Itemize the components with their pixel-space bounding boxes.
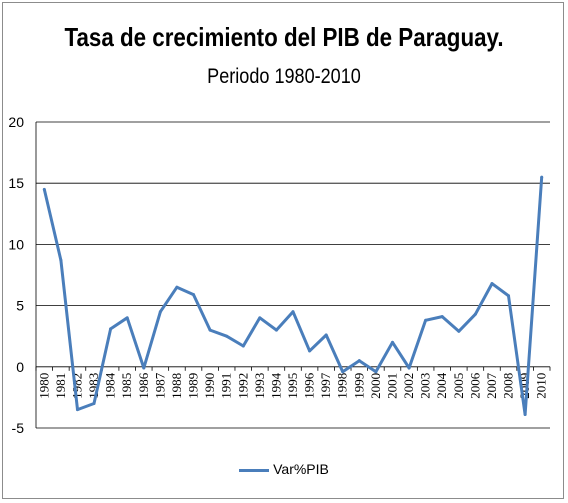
chart-subtitle: Periodo 1980-2010 xyxy=(207,65,361,88)
x-tick-label: 2003 xyxy=(418,373,433,399)
data-point xyxy=(109,327,113,331)
x-tick-label: 1988 xyxy=(169,373,184,399)
x-tick-label: 1986 xyxy=(136,372,151,399)
data-point xyxy=(42,187,46,191)
data-point xyxy=(407,366,411,370)
x-tick-label: 1984 xyxy=(103,372,118,399)
x-tick-label: 1998 xyxy=(335,373,350,399)
data-point xyxy=(440,315,444,319)
x-tick-label: 2000 xyxy=(368,373,383,399)
x-tick-label: 2006 xyxy=(467,372,482,399)
x-tick-label: 2010 xyxy=(534,373,549,399)
data-point xyxy=(507,294,511,298)
data-point xyxy=(357,359,361,363)
y-tick-label: 10 xyxy=(8,236,24,252)
x-tick-label: 2008 xyxy=(501,373,516,399)
x-tick-label: 2007 xyxy=(484,372,499,399)
chart-title: Tasa de crecimiento del PIB de Paraguay. xyxy=(64,22,504,52)
legend-swatch xyxy=(239,468,270,472)
data-point xyxy=(424,318,428,322)
data-point xyxy=(274,328,278,332)
data-point xyxy=(291,310,295,314)
data-point xyxy=(175,285,179,289)
x-tick-label: 2001 xyxy=(384,373,399,399)
data-point xyxy=(390,340,394,344)
data-point xyxy=(241,344,245,348)
data-point xyxy=(490,282,494,286)
data-point xyxy=(92,402,96,406)
data-point xyxy=(258,316,262,320)
data-point xyxy=(341,370,345,374)
x-tick-label: 1993 xyxy=(252,373,267,399)
chart-frame xyxy=(2,2,564,499)
legend: Var%PIB xyxy=(0,461,568,477)
data-point xyxy=(473,312,477,316)
data-point xyxy=(225,334,229,338)
y-tick-label: 0 xyxy=(16,359,24,375)
data-point xyxy=(75,408,79,412)
x-tick-label: 1994 xyxy=(268,372,283,399)
x-tick-label: 2004 xyxy=(434,372,449,399)
axes xyxy=(35,122,551,428)
x-axis-ticks: 1980 1981 1982 1983 1984 1985 1986 1987 1988 1989… xyxy=(36,372,548,399)
y-tick-label: 5 xyxy=(16,298,24,314)
x-tick-label: 1997 xyxy=(318,372,333,399)
y-axis-ticks: -5 0 5 10 15 20 xyxy=(8,114,24,436)
y-tick-label: 20 xyxy=(8,114,24,130)
x-tick-label: 2002 xyxy=(401,373,416,399)
x-tick-label: 1996 xyxy=(302,372,317,399)
data-point xyxy=(142,366,146,370)
data-point xyxy=(125,316,129,320)
x-tick-label: 1987 xyxy=(152,372,167,399)
x-tick-label: 1990 xyxy=(202,373,217,399)
series-lines xyxy=(42,175,544,417)
x-tick-label: 1989 xyxy=(186,373,201,399)
x-tick-label: 1981 xyxy=(53,373,68,399)
x-tick-label: 1995 xyxy=(285,373,300,399)
data-point xyxy=(308,349,312,353)
x-tick-label: 2005 xyxy=(451,373,466,399)
data-point xyxy=(324,333,328,337)
data-point xyxy=(457,329,461,333)
data-point xyxy=(374,370,378,374)
data-point xyxy=(158,310,162,314)
data-point xyxy=(523,413,527,417)
legend-label: Var%PIB xyxy=(273,461,329,477)
x-tick-label: 1992 xyxy=(235,373,250,399)
x-tick-label: 1999 xyxy=(351,373,366,399)
y-tick-label: -5 xyxy=(12,420,25,436)
x-tick-label: 1980 xyxy=(36,373,51,399)
data-point xyxy=(59,258,63,262)
data-point xyxy=(540,175,544,179)
data-point xyxy=(208,328,212,332)
x-tick-label: 1991 xyxy=(219,373,234,399)
data-point xyxy=(192,293,196,297)
y-tick-label: 15 xyxy=(8,175,24,191)
x-tick-label: 1985 xyxy=(119,373,134,399)
gridlines xyxy=(36,121,550,429)
